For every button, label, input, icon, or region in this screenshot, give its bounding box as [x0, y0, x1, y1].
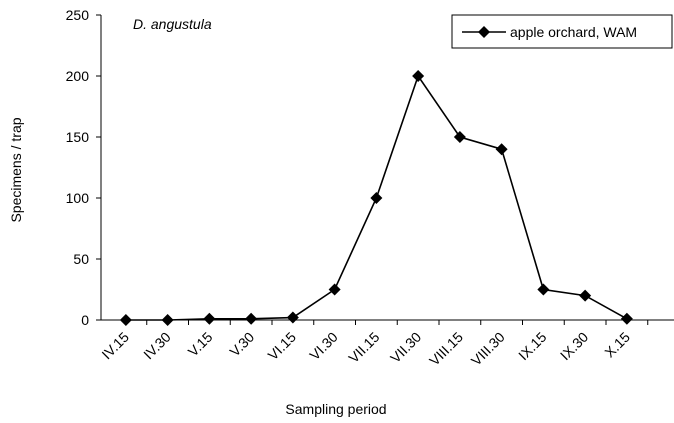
data-point — [412, 70, 425, 82]
x-tick-label: IV.30 — [140, 329, 174, 363]
legend-marker — [478, 26, 490, 38]
chart-title: D. angustula — [133, 16, 212, 32]
x-tick-label: VIII.15 — [426, 329, 466, 369]
x-tick-label: VII.15 — [345, 329, 382, 366]
y-tick-label: 100 — [66, 190, 90, 206]
x-tick-label: IV.15 — [98, 329, 132, 363]
data-point — [203, 312, 216, 325]
y-tick-label: 250 — [66, 7, 90, 23]
x-tick-label: VII.30 — [387, 329, 424, 366]
y-axis-label: Specimens / trap — [8, 117, 24, 222]
x-tick-label: V.15 — [185, 329, 216, 360]
data-point — [579, 289, 592, 302]
data-point — [286, 311, 299, 324]
x-tick-label: IX.30 — [557, 329, 592, 364]
x-tick-label: X.15 — [601, 329, 633, 361]
data-point — [453, 131, 466, 143]
data-point — [370, 192, 383, 204]
x-tick-label: VI.30 — [306, 329, 341, 364]
data-point — [620, 312, 633, 325]
x-axis-label: Sampling period — [285, 401, 386, 417]
x-tick-label: IX.15 — [515, 329, 550, 364]
x-tick-label: V.30 — [226, 329, 257, 360]
data-point — [495, 143, 508, 156]
y-tick-label: 0 — [81, 312, 89, 328]
y-tick-label: 200 — [66, 68, 90, 84]
x-tick-label: VI.15 — [265, 329, 300, 364]
data-point — [328, 283, 341, 296]
y-tick-label: 150 — [66, 129, 90, 145]
data-point — [537, 283, 550, 296]
data-point — [119, 314, 132, 326]
y-tick-label: 50 — [73, 251, 89, 267]
data-point — [245, 312, 258, 325]
x-tick-label: VIII.30 — [468, 329, 508, 369]
data-point — [161, 314, 174, 326]
legend-label: apple orchard, WAM — [510, 24, 637, 40]
